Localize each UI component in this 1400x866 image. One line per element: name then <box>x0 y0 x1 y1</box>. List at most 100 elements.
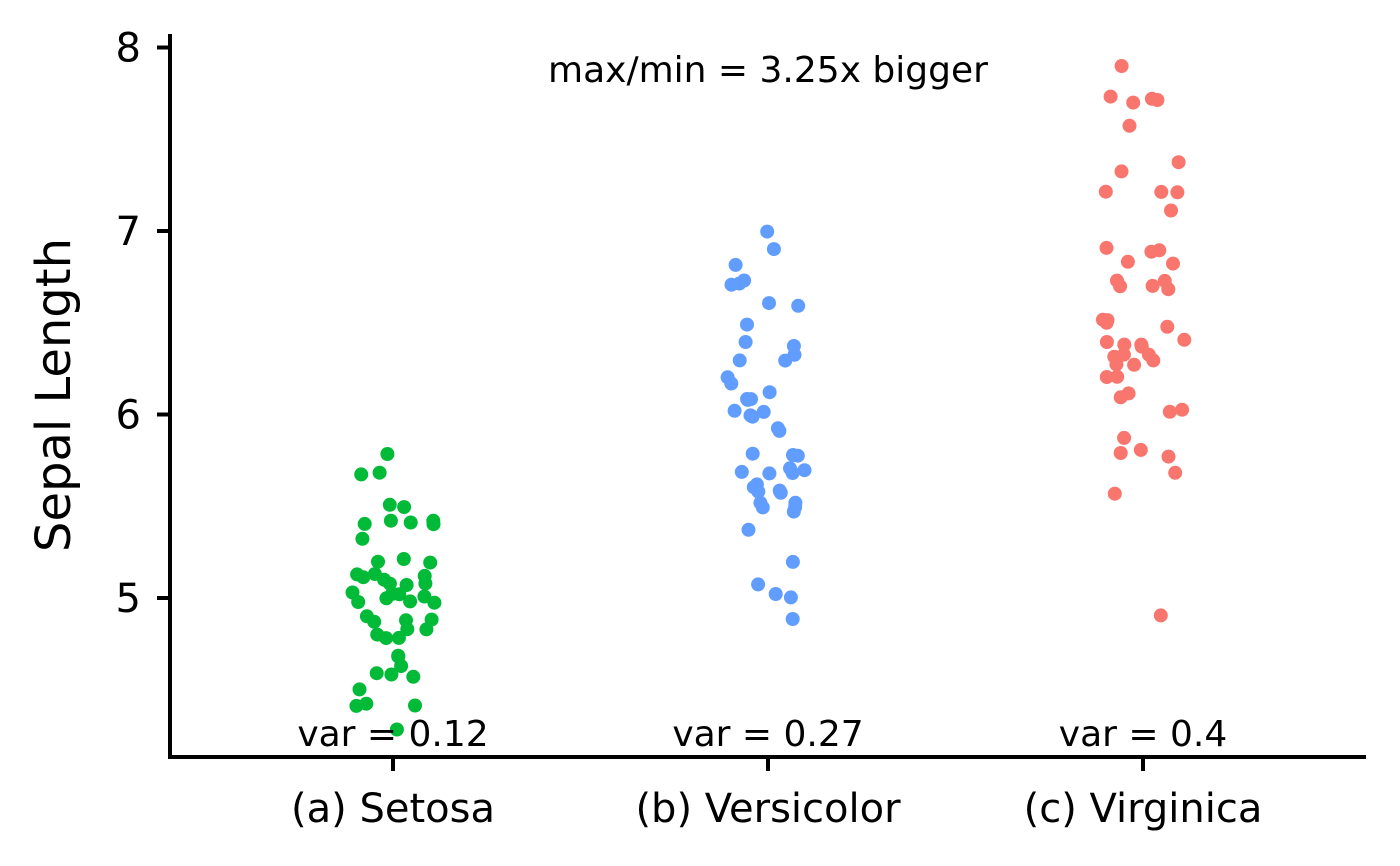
data-point <box>379 631 394 646</box>
data-point <box>352 682 367 697</box>
data-point <box>1117 430 1132 445</box>
data-point <box>785 612 800 626</box>
data-point <box>400 622 415 637</box>
data-point <box>737 273 752 288</box>
data-point <box>379 591 394 606</box>
data-point <box>786 448 800 462</box>
data-point <box>762 385 777 400</box>
data-point <box>727 403 742 418</box>
data-point <box>1116 347 1131 362</box>
data-point <box>740 392 755 406</box>
data-point <box>1098 184 1113 199</box>
data-point <box>1141 347 1156 362</box>
data-point <box>354 467 369 482</box>
data-point <box>1175 402 1190 417</box>
data-point <box>1103 89 1118 104</box>
data-point <box>762 466 777 481</box>
data-point <box>1161 449 1176 464</box>
variance-label: var = 0.4 <box>1059 714 1227 755</box>
data-point <box>778 353 793 368</box>
data-point <box>382 576 397 591</box>
data-point <box>423 555 438 570</box>
ratio-annotation: max/min = 3.25x bigger <box>548 50 988 91</box>
data-point <box>1095 312 1110 327</box>
data-point <box>1134 337 1149 352</box>
data-point <box>403 594 418 609</box>
y-tick-label: 7 <box>116 209 141 255</box>
data-point <box>756 404 771 419</box>
data-point <box>1120 254 1135 269</box>
data-point <box>724 376 739 391</box>
data-point <box>770 421 785 436</box>
data-point <box>741 522 756 537</box>
data-point <box>1150 93 1165 107</box>
x-category-label: (b) Versicolor <box>635 786 901 832</box>
data-point <box>1162 404 1177 419</box>
data-point <box>783 590 798 605</box>
data-point <box>783 461 797 476</box>
data-point <box>1121 386 1136 401</box>
data-point <box>1166 256 1180 271</box>
data-point <box>426 517 441 532</box>
data-point <box>773 485 788 500</box>
data-point <box>1126 95 1141 110</box>
data-point <box>372 465 387 480</box>
data-point <box>732 353 747 368</box>
data-point <box>380 447 395 461</box>
data-point <box>1107 486 1122 501</box>
data-point <box>391 649 406 664</box>
data-point <box>738 335 753 349</box>
data-point <box>1170 185 1185 200</box>
data-point <box>417 589 432 604</box>
data-point <box>351 595 366 609</box>
data-point <box>1168 465 1183 480</box>
data-point <box>367 614 382 629</box>
x-ticks: (a) Setosa (b) Versicolor (c) Virginica <box>291 757 1262 832</box>
data-point <box>419 622 434 637</box>
data-point <box>1154 184 1169 199</box>
data-point <box>760 224 775 239</box>
y-ticks: 5 6 7 8 <box>116 26 170 622</box>
y-axis-label: Sepal Length <box>26 238 82 552</box>
data-point <box>392 587 407 602</box>
data-point <box>406 669 421 684</box>
data-point <box>371 554 385 569</box>
data-point <box>389 722 404 737</box>
y-tick-label: 8 <box>116 26 141 72</box>
data-point <box>1164 203 1178 218</box>
data-point <box>1122 118 1137 133</box>
data-point <box>785 554 800 569</box>
variance-label: var = 0.27 <box>672 714 863 755</box>
x-category-label: (a) Setosa <box>291 786 495 832</box>
data-point <box>1177 332 1192 347</box>
data-point <box>349 698 364 713</box>
data-point <box>356 570 371 585</box>
data-point <box>383 513 398 528</box>
data-point <box>1099 335 1114 349</box>
data-point <box>1160 319 1175 334</box>
data-point <box>391 630 406 645</box>
data-point <box>762 296 776 311</box>
data-point <box>355 531 370 546</box>
data-point <box>1153 608 1168 623</box>
data-point <box>728 257 743 272</box>
data-point <box>1099 240 1114 255</box>
data-point <box>797 463 812 478</box>
data-point <box>1113 446 1128 460</box>
data-point <box>740 317 754 332</box>
data-point <box>1110 369 1125 384</box>
data-point <box>734 464 749 479</box>
data-point <box>384 667 399 682</box>
data-point <box>1117 337 1132 352</box>
data-point <box>1127 357 1142 372</box>
y-tick-label: 5 <box>116 576 141 622</box>
data-point <box>1145 278 1160 293</box>
data-point <box>751 577 766 592</box>
data-point <box>788 495 803 510</box>
data-point <box>403 515 418 530</box>
data-point <box>768 587 783 601</box>
data-point <box>743 408 758 423</box>
data-point <box>369 666 384 681</box>
data-point <box>1114 164 1129 179</box>
